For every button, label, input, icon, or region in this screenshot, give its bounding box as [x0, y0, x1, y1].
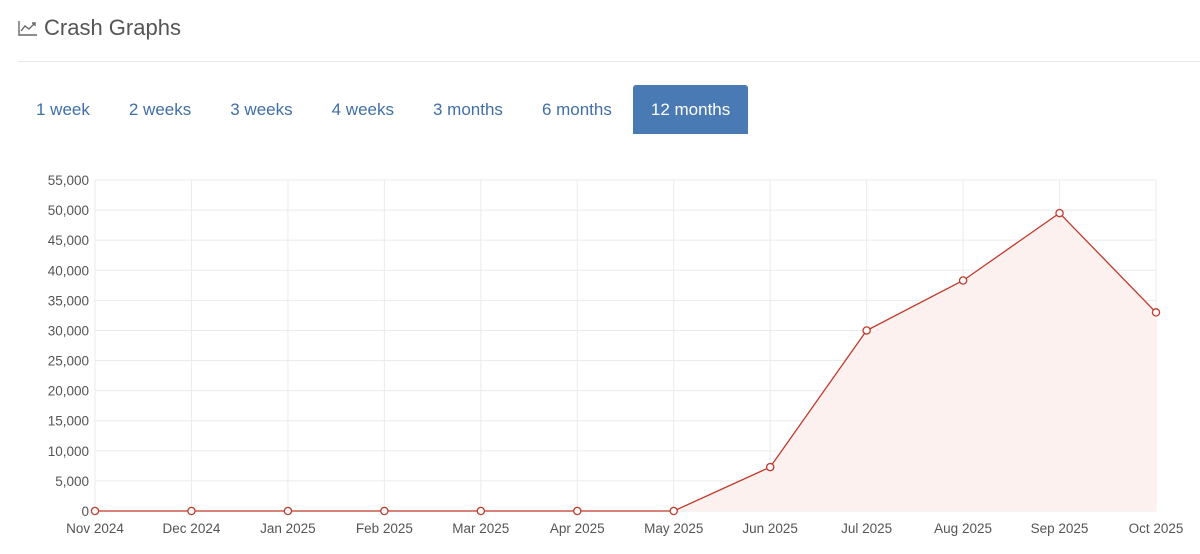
data-point — [573, 506, 582, 516]
x-tick-label: May 2025 — [644, 521, 703, 536]
x-tick-label: Aug 2025 — [934, 521, 992, 536]
tab-1-week[interactable]: 1 week — [36, 99, 90, 119]
x-tick-label: Nov 2024 — [66, 521, 124, 536]
tab-3-months[interactable]: 3 months — [433, 99, 503, 119]
y-tick-label: 0 — [81, 504, 89, 519]
x-tick-label: Mar 2025 — [452, 521, 509, 536]
tab-12-months[interactable]: 12 months — [632, 85, 749, 134]
data-point — [765, 462, 775, 472]
y-tick-label: 25,000 — [48, 354, 89, 369]
y-tick-label: 35,000 — [48, 293, 89, 308]
page-title: Crash Graphs — [44, 14, 181, 40]
y-tick-label: 55,000 — [48, 173, 89, 188]
y-tick-label: 40,000 — [48, 263, 89, 278]
tab-2-weeks[interactable]: 2 weeks — [128, 99, 192, 119]
x-tick-label: Apr 2025 — [550, 521, 605, 536]
data-point — [90, 506, 100, 516]
tab-3-weeks[interactable]: 3 weeks — [230, 99, 293, 119]
time-range-tabs: 1 week 2 weeks 3 weeks 4 weeks 3 months 6 mon… — [18, 85, 751, 134]
y-tick-label: 45,000 — [48, 233, 89, 248]
y-tick-label: 5,000 — [55, 474, 89, 489]
x-tick-label: Jul 2025 — [841, 521, 892, 536]
y-tick-label: 30,000 — [48, 323, 89, 338]
data-point — [283, 506, 293, 516]
data-point — [476, 506, 486, 516]
series-line — [95, 212, 1157, 512]
x-tick-label: Sep 2025 — [1031, 521, 1089, 536]
data-point — [380, 506, 389, 516]
data-point — [1151, 308, 1161, 317]
crash-chart: 0 5,000 10,000 15,000 20,000 25,000 30,000 35,0… — [48, 173, 1184, 536]
tab-6-months[interactable]: 6 months — [541, 99, 612, 119]
data-point — [958, 276, 968, 285]
x-tick-label: Jun 2025 — [742, 521, 798, 536]
y-tick-label: 15,000 — [48, 414, 89, 429]
data-point — [1055, 208, 1064, 218]
x-tick-label: Jan 2025 — [260, 521, 316, 536]
x-tick-label: Feb 2025 — [356, 521, 413, 536]
y-tick-label: 20,000 — [48, 384, 89, 399]
x-tick-label: Dec 2024 — [163, 521, 221, 536]
page-header: Crash Graphs — [18, 0, 1200, 62]
y-tick-label: 10,000 — [48, 444, 89, 459]
data-point — [187, 506, 196, 516]
tab-4-weeks[interactable]: 4 weeks — [331, 99, 394, 119]
data-point — [862, 326, 871, 335]
line-chart-icon — [18, 18, 38, 38]
x-tick-label: Oct 2025 — [1129, 521, 1184, 536]
data-point — [669, 506, 678, 516]
y-tick-label: 50,000 — [48, 203, 89, 218]
series-area — [95, 213, 1156, 511]
